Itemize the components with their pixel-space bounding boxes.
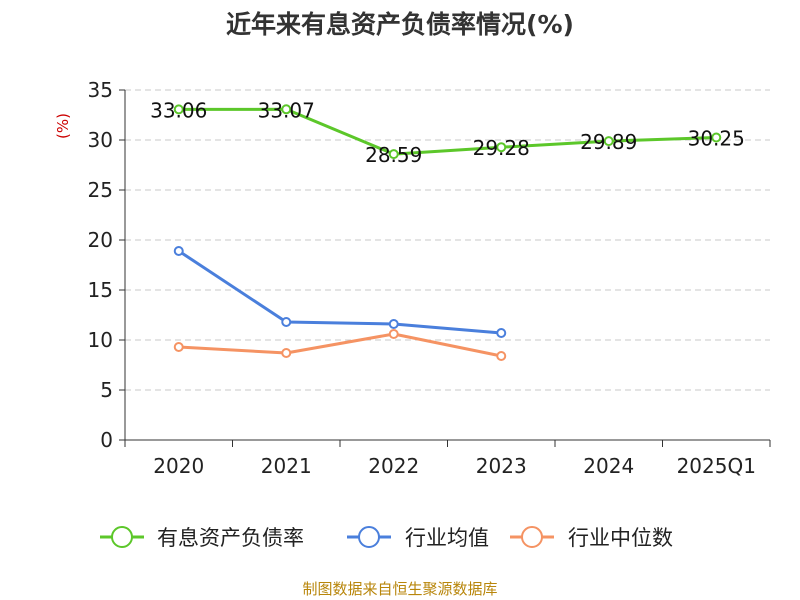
x-tick-label: 2022 [368,454,419,478]
series-line [177,249,502,335]
series-1 [173,246,507,338]
legend-label: 有息资产负债率 [157,526,304,550]
legend-swatch-marker [358,526,380,548]
data-point[interactable] [388,329,399,339]
legend-item-1[interactable]: 行业均值 [347,526,489,550]
x-tick-label: 2025Q1 [677,454,756,478]
data-label: 29.28 [473,136,530,160]
source-note: 制图数据来自恒生聚源数据库 [302,580,497,598]
y-tick-label: 5 [100,378,113,402]
series-line [178,107,717,156]
chart-title: 近年来有息资产负债率情况(%) [226,10,574,39]
y-tick-label: 15 [88,278,113,302]
y-tick-label: 25 [88,178,113,202]
data-label: 33.06 [150,98,207,122]
data-label: 29.89 [580,130,637,154]
y-tick-label: 10 [88,328,113,352]
y-tick-label: 30 [88,128,113,152]
y-tick-label: 35 [88,78,113,102]
y-tick-label: 0 [100,428,113,452]
x-tick-label: 2024 [583,454,634,478]
series-line [178,332,502,358]
data-label: 30.25 [688,127,745,151]
axes [124,90,770,441]
y-axis-ticks: 0 5 10 15 20 25 30 35 [88,78,125,452]
y-axis-unit-label: (%) [54,113,72,139]
data-point[interactable] [281,317,292,327]
x-tick-label: 2023 [476,454,527,478]
data-point[interactable] [496,328,507,338]
x-tick-label: 2020 [153,454,204,478]
data-point[interactable] [173,246,184,256]
data-labels: 33.06 33.07 28.59 29.28 29.89 30.25 [150,98,745,167]
data-point[interactable] [388,319,399,329]
legend-swatch-marker [111,526,133,548]
data-point[interactable] [496,351,507,361]
data-point[interactable] [281,348,292,358]
data-point[interactable] [173,342,184,352]
data-point[interactable] [281,104,292,115]
x-tick-label: 2021 [261,454,312,478]
grid-lines [125,89,770,391]
data-point[interactable] [388,149,399,160]
legend-item-0[interactable]: 有息资产负债率 [100,526,304,550]
legend-item-2[interactable]: 行业中位数 [510,526,673,550]
data-label: 33.07 [258,98,315,122]
legend-label: 行业中位数 [568,526,673,550]
x-axis-ticks: 2020 2021 2022 2023 2024 2025Q1 [124,440,771,478]
legend[interactable]: 有息资产负债率 行业均值 行业中位数 [100,526,673,550]
series-0 [173,104,722,160]
data-point[interactable] [711,132,722,143]
legend-label: 行业均值 [405,526,489,550]
data-point[interactable] [173,104,184,115]
data-point[interactable] [603,136,614,147]
data-label: 28.59 [365,143,422,167]
series-2 [173,329,507,361]
data-point[interactable] [496,142,507,153]
y-tick-label: 20 [88,228,113,252]
legend-swatch-marker [521,526,543,548]
series-layer [173,104,722,361]
